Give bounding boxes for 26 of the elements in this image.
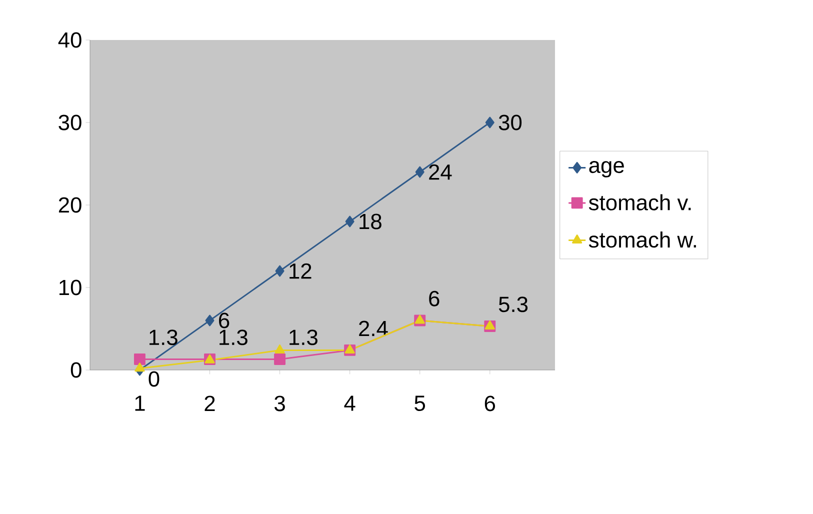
data-label: 2.4 [359, 320, 388, 336]
data-label: 30 [498, 114, 522, 130]
data-label: 1.3 [150, 330, 178, 346]
y-tick-label: 0 [70, 362, 82, 378]
data-label: 1.3 [220, 330, 248, 346]
x-tick-label: 3 [274, 396, 285, 412]
data-label: 6 [429, 290, 440, 306]
y-tick-label: 40 [58, 32, 82, 48]
data-label: 12 [290, 263, 312, 279]
y-tick-label: 10 [60, 280, 82, 296]
legend-label: stomach w. [588, 232, 696, 248]
x-tick-label: 6 [484, 396, 496, 412]
x-tick-label: 4 [344, 396, 356, 411]
y-tick-label: 20 [58, 197, 82, 213]
data-label: 6 [219, 312, 230, 328]
legend-label: age [589, 161, 624, 178]
data-label: 18 [360, 214, 382, 230]
y-tick-label: 30 [58, 114, 82, 130]
data-label: 1.3 [290, 330, 318, 346]
data-label: 24 [429, 164, 452, 180]
x-tick-label: 1 [135, 396, 145, 411]
data-label: 5.3 [498, 296, 528, 312]
data-label: 0 [148, 371, 160, 387]
legend-label: stomach v. [588, 194, 691, 210]
x-tick-label: 5 [414, 396, 426, 412]
x-tick-label: 2 [204, 396, 215, 412]
